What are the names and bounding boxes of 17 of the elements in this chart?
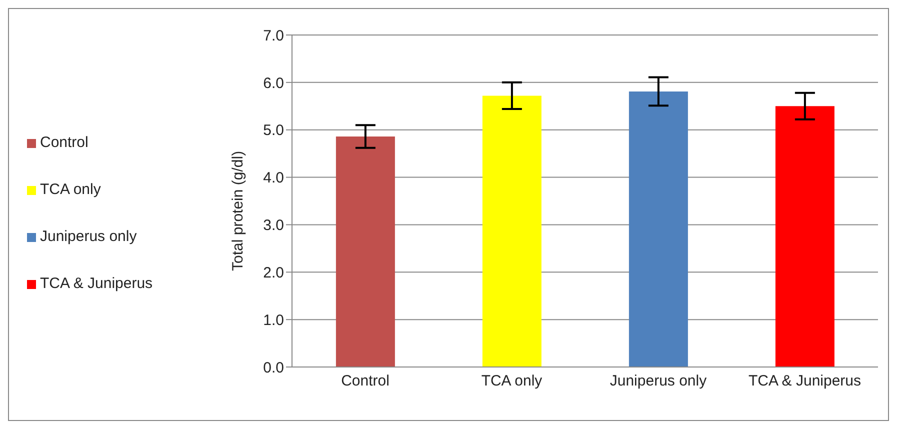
x-tick-label: Juniperus only <box>610 372 708 390</box>
y-tick-label: 5.0 <box>263 122 284 140</box>
legend-label: Juniperus only <box>40 228 137 245</box>
y-tick-label: 1.0 <box>263 312 284 329</box>
y-tick-label: 0.0 <box>263 359 284 376</box>
legend-label: Control <box>40 134 88 151</box>
x-tick-label: TCA only <box>481 372 543 390</box>
legend-label: TCA only <box>40 181 101 198</box>
x-tick-label: Control <box>341 372 390 390</box>
y-tick-label: 7.0 <box>263 27 284 44</box>
legend-label: TCA & Juniperus <box>40 275 153 292</box>
y-tick-label: 4.0 <box>263 170 284 187</box>
y-axis-title: Total protein (g/dl) <box>229 150 246 271</box>
y-tick-label: 2.0 <box>263 264 284 282</box>
y-tick-label: 6.0 <box>263 74 284 92</box>
y-tick-label: 3.0 <box>263 217 284 234</box>
x-tick-label: TCA & Juniperus <box>748 372 862 390</box>
